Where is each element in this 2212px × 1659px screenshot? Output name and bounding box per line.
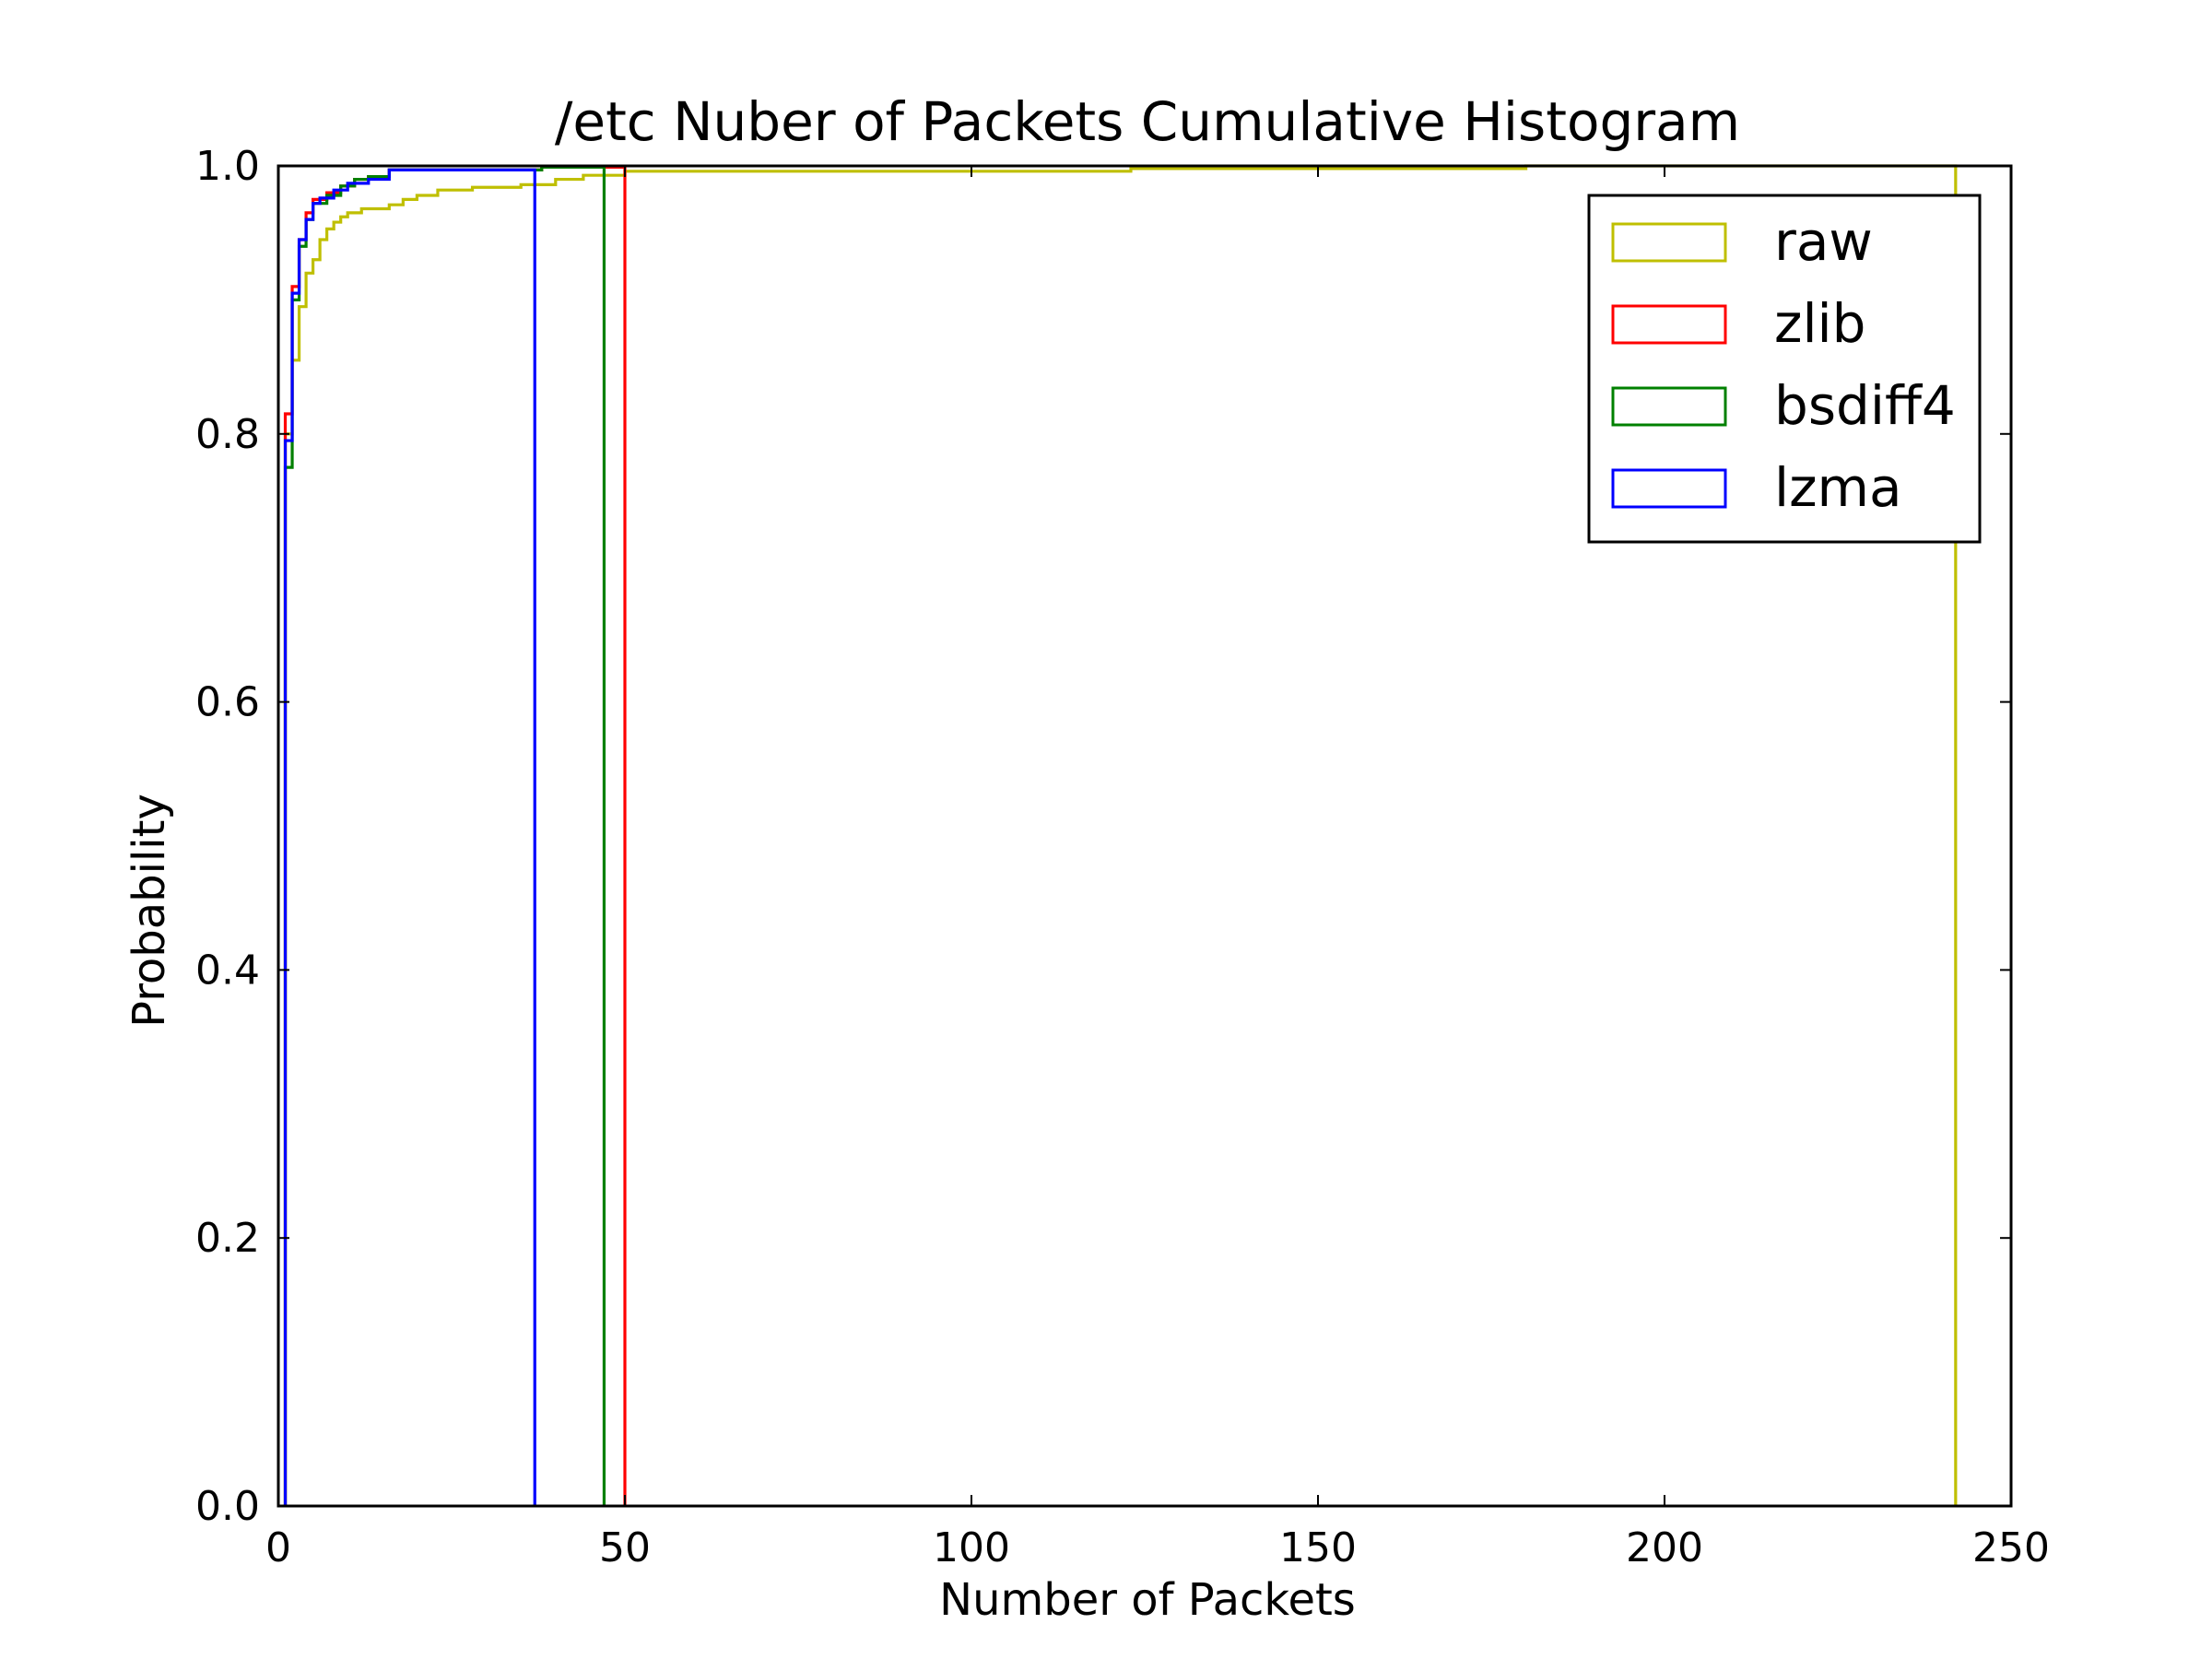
legend-swatch-zlib bbox=[1611, 304, 1727, 345]
plot-frame bbox=[276, 164, 2013, 1508]
y-tick-label-2: 0.4 bbox=[195, 947, 260, 994]
y-tick-label-4: 0.8 bbox=[195, 411, 260, 458]
legend-label-lzma: lzma bbox=[1774, 456, 1902, 519]
legend-label-bsdiff4: bsdiff4 bbox=[1774, 374, 1956, 437]
legend-label-raw: raw bbox=[1774, 210, 1873, 273]
series-line-lzma bbox=[283, 168, 536, 1506]
legend-label-zlib: zlib bbox=[1774, 292, 1866, 355]
x-axis-label: Number of Packets bbox=[939, 1574, 1356, 1626]
y-axis-label: Probability bbox=[124, 794, 175, 1028]
x-tick-label-5: 250 bbox=[1972, 1524, 2050, 1571]
y-tick-label-3: 0.6 bbox=[195, 679, 260, 726]
y-tick-label-0: 0.0 bbox=[195, 1483, 260, 1530]
legend-box bbox=[1587, 194, 1982, 544]
legend-swatch-bsdiff4 bbox=[1611, 386, 1727, 427]
y-tick-label-1: 0.2 bbox=[195, 1215, 260, 1262]
legend-swatch-lzma bbox=[1611, 468, 1727, 509]
legend: raw zlib bsdiff4 lzma bbox=[1587, 194, 1982, 544]
axis-layer: 0 50 100 150 200 250 0.0 0.2 0.4 0.6 0.8 1.0 bbox=[195, 143, 2050, 1571]
legend-swatch-raw bbox=[1611, 222, 1727, 263]
y-tick-label-5: 1.0 bbox=[195, 143, 260, 190]
x-tick-label-3: 150 bbox=[1279, 1524, 1357, 1571]
x-tick-label-4: 200 bbox=[1626, 1524, 1703, 1571]
series-layer bbox=[283, 164, 1958, 1506]
x-tick-label-0: 0 bbox=[265, 1524, 291, 1571]
x-tick-label-1: 50 bbox=[599, 1524, 651, 1571]
chart-title: /etc Nuber of Packets Cumulative Histogr… bbox=[555, 90, 1740, 153]
x-tick-label-2: 100 bbox=[933, 1524, 1010, 1571]
